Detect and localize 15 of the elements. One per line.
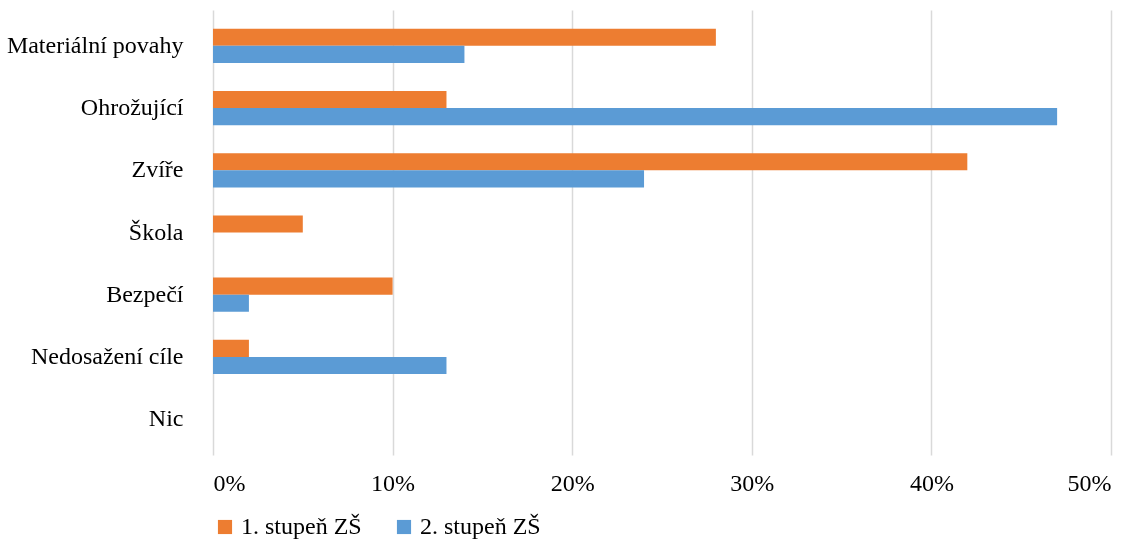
- legend-label: 2. stupeň ZŠ: [420, 513, 541, 539]
- y-tick-label: Nedosažení cíle: [30, 342, 184, 369]
- y-tick-label: Nic: [148, 405, 184, 432]
- x-tick-label: 40%: [909, 469, 954, 496]
- x-tick-label: 30%: [730, 469, 775, 496]
- x-tick-label: 20%: [550, 469, 595, 496]
- y-tick-label: Škola: [128, 218, 184, 245]
- y-tick-label: Zvíře: [131, 156, 184, 183]
- x-tick-label: 0%: [213, 469, 246, 496]
- y-tick-label: Materiální povahy: [6, 31, 184, 58]
- x-tick-label: 10%: [371, 469, 416, 496]
- legend-label: 1. stupeň ZŠ: [241, 513, 362, 539]
- x-tick-label: 50%: [1067, 469, 1112, 496]
- y-tick-label: Bezpečí: [106, 280, 184, 307]
- y-tick-label: Ohrožující: [80, 94, 184, 121]
